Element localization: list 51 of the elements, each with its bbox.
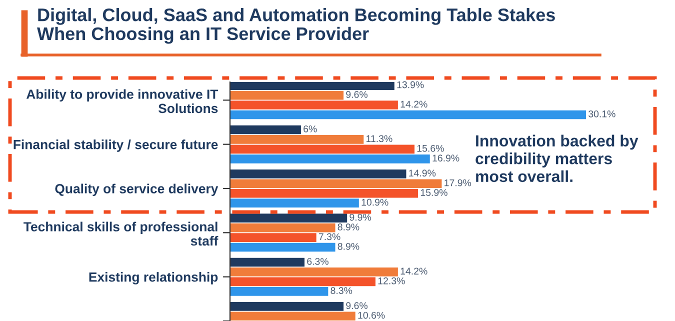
y-tick-label: Existing relationship	[89, 272, 218, 284]
y-tick-label: Technical skills of professional staff	[24, 222, 218, 246]
data-label: 8.9%	[338, 242, 360, 250]
chart-title: Digital, Cloud, SaaS and Automation Becoming Table Stakes When Choosing an IT Service Provider	[37, 8, 555, 44]
data-label: 9.9%	[350, 214, 372, 221]
data-label: 14.9%	[409, 170, 436, 177]
bar	[230, 144, 415, 154]
bar	[230, 100, 398, 110]
data-label: 6%	[304, 125, 317, 132]
y-tick-label: Quality of service delivery	[55, 184, 218, 196]
data-label: 15.9%	[420, 189, 448, 196]
data-label: 14.2%	[400, 268, 428, 275]
bar	[230, 302, 344, 311]
bar	[230, 198, 359, 208]
data-label: 13.9%	[397, 81, 424, 88]
y-tick-label: Ability to provide innovative IT Solutions	[26, 89, 218, 114]
bar	[230, 135, 364, 144]
data-label: 8.3%	[330, 287, 352, 294]
data-label: 15.6%	[417, 144, 444, 152]
data-label: 9.6%	[346, 91, 368, 98]
bar	[230, 286, 328, 296]
bar	[230, 214, 348, 223]
bar	[230, 277, 376, 286]
data-label: 9.6%	[346, 302, 368, 310]
y-tick-label: Financial stability / secure future	[14, 140, 218, 152]
data-label: 6.3%	[307, 258, 328, 265]
bar	[230, 258, 305, 267]
bar	[230, 170, 406, 178]
bar	[230, 223, 336, 232]
data-label: 11.3%	[366, 135, 392, 142]
bar	[230, 82, 394, 90]
data-label: 17.9%	[444, 179, 472, 186]
data-label: 14.2%	[400, 100, 428, 108]
bar	[230, 110, 586, 120]
bar	[230, 90, 344, 100]
bar	[230, 125, 301, 134]
data-label: 7.3%	[318, 233, 340, 240]
bar	[230, 188, 418, 198]
data-label: 10.6%	[358, 312, 385, 319]
bar	[230, 242, 336, 252]
bar	[230, 312, 356, 321]
data-label: 12.3%	[378, 277, 405, 284]
bar	[230, 233, 316, 242]
data-label: 30.1%	[588, 110, 616, 118]
data-label: 16.9%	[432, 154, 460, 162]
annotation: Innovation backed by credibility matters most overall.	[476, 134, 638, 182]
bar	[230, 179, 442, 188]
data-label: 10.9%	[362, 198, 388, 206]
bar	[230, 268, 398, 276]
bar	[230, 154, 430, 164]
data-label: 8.9%	[338, 224, 360, 230]
